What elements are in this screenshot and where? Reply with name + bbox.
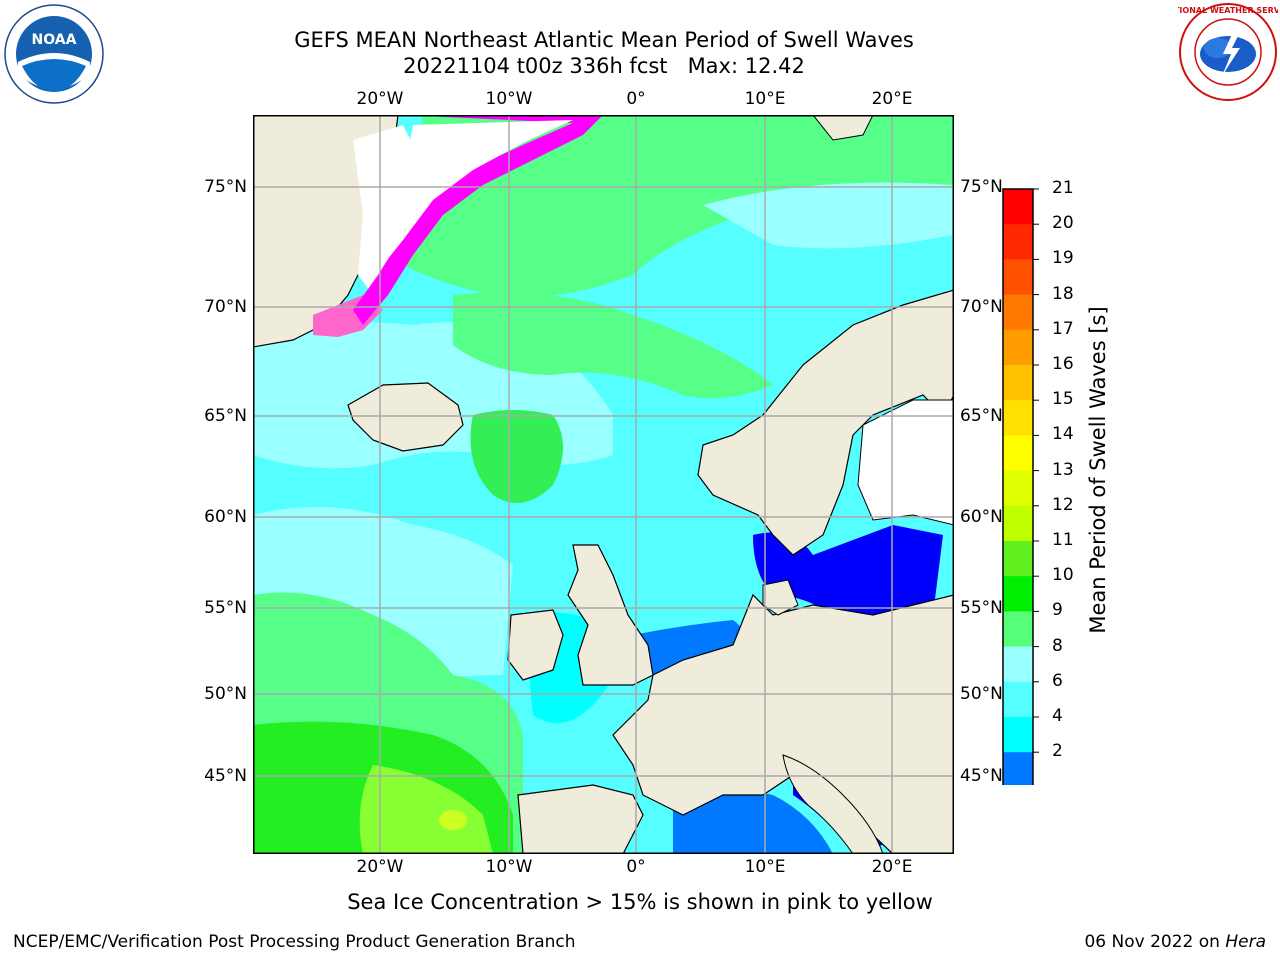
lat-tick-right-75n: 75°N <box>960 177 1003 197</box>
colorbar-tick-label: 10 <box>1052 565 1074 586</box>
swell-band-mediterranean <box>673 790 833 854</box>
lon-tick-top-20w: 20°W <box>356 89 404 109</box>
swell-band-green-mid <box>453 292 773 399</box>
colorbar-tick-label: 9 <box>1052 600 1063 621</box>
nws-ring-text: NATIONAL WEATHER SERVICE <box>1178 6 1278 15</box>
lat-tick-left-75n: 75°N <box>204 177 247 197</box>
colorbar-segment <box>1003 189 1033 225</box>
great-britain-land <box>567 544 654 686</box>
noaa-logo: NOAA <box>4 4 104 104</box>
lon-tick-top-20e: 20°E <box>871 89 913 109</box>
colorbar-frame <box>1002 188 1034 785</box>
colorbar-tick-label: 14 <box>1052 424 1074 445</box>
colorbar-segment <box>1003 224 1033 260</box>
lat-tick-left-60n: 60°N <box>204 507 247 527</box>
footer-host: Hera <box>1225 932 1266 952</box>
colorbar-segment <box>1003 329 1033 366</box>
colorbar-segment <box>1003 435 1033 472</box>
colorbar-segment <box>1003 681 1033 718</box>
map-panel <box>253 115 954 854</box>
colorbar-tick-label: 18 <box>1052 283 1074 304</box>
colorbar-tick-label: 21 <box>1052 178 1074 198</box>
colorbar-segment <box>1003 541 1033 577</box>
lat-tick-right-65n: 65°N <box>960 406 1003 426</box>
swell-band-green-core <box>470 410 563 503</box>
swell-max-spot <box>439 810 467 830</box>
sea-ice-edge <box>353 115 603 325</box>
sea-ice-interior <box>383 120 573 265</box>
colorbar-segment <box>1003 400 1033 436</box>
colorbar-segment <box>1003 470 1033 507</box>
colorbar-tick-label: 8 <box>1052 635 1063 656</box>
colorbar-label: Mean Period of Swell Waves [s] <box>1086 306 1110 634</box>
lat-tick-right-50n: 50°N <box>960 684 1003 704</box>
swell-band-lime-south <box>359 765 493 854</box>
lon-tick-bottom-20w: 20°W <box>356 857 404 877</box>
colorbar-segment <box>1003 576 1033 612</box>
lat-tick-left-70n: 70°N <box>204 297 247 317</box>
colorbar-tick-label: 17 <box>1052 318 1074 339</box>
colorbar <box>1002 188 1039 785</box>
sea-ice-caption: Sea Ice Concentration > 15% is shown in … <box>347 890 933 914</box>
map-frame <box>253 115 954 854</box>
iberia-land <box>517 784 644 854</box>
lat-tick-right-70n: 70°N <box>960 297 1003 317</box>
colorbar-tick-label: 20 <box>1052 213 1074 234</box>
footer-date: 06 Nov 2022 on Hera <box>1084 932 1266 952</box>
colorbar-tick-label: 13 <box>1052 459 1074 480</box>
lon-tick-bottom-0: 0° <box>626 857 646 877</box>
lon-tick-bottom-20e: 20°E <box>871 857 913 877</box>
lon-tick-top-0: 0° <box>626 89 646 109</box>
lat-tick-left-50n: 50°N <box>204 684 247 704</box>
colorbar-tick-label: 12 <box>1052 494 1074 515</box>
colorbar-segment <box>1003 294 1033 331</box>
graticule <box>253 115 954 854</box>
italy-land <box>782 754 884 854</box>
lon-tick-top-10w: 10°W <box>485 89 533 109</box>
colorbar-tick-label: 16 <box>1052 354 1074 374</box>
ireland-land <box>507 609 564 681</box>
scandinavia-land <box>697 289 954 556</box>
colorbar-segment <box>1003 259 1033 296</box>
footer-date-text: 06 Nov 2022 on <box>1084 932 1220 952</box>
svalbard-land <box>812 115 874 141</box>
iceland-land <box>347 382 464 452</box>
colorbar-tick-label: 6 <box>1052 670 1063 691</box>
colorbar-segment <box>1003 505 1033 542</box>
chart-subtitle: 20221104 t00z 336h fcst Max: 12.42 <box>403 54 805 78</box>
colorbar-segment <box>1003 611 1033 648</box>
chart-title: GEFS MEAN Northeast Atlantic Mean Period… <box>294 28 914 52</box>
noaa-logo-text: NOAA <box>32 32 77 48</box>
colorbar-tick-label: 11 <box>1052 530 1074 550</box>
colorbar-tick-label: 15 <box>1052 389 1074 410</box>
gulf-of-bothnia <box>857 399 954 526</box>
lat-tick-right-45n: 45°N <box>960 766 1003 786</box>
lat-tick-right-55n: 55°N <box>960 598 1003 618</box>
nws-logo: NATIONAL WEATHER SERVICE <box>1178 3 1278 101</box>
footer-branch: NCEP/EMC/Verification Post Processing Pr… <box>13 932 576 952</box>
colorbar-segment <box>1003 646 1033 683</box>
greenland-ice-sheet <box>353 125 418 295</box>
denmark-land <box>762 579 799 616</box>
colorbar-segment <box>1003 717 1033 753</box>
colorbar-tick-label: 2 <box>1052 741 1063 762</box>
swell-band-green-north <box>403 115 953 298</box>
colorbar-segment <box>1003 752 1033 785</box>
lat-tick-left-65n: 65°N <box>204 406 247 426</box>
colorbar-tick-label: 4 <box>1052 706 1063 726</box>
lon-tick-top-10e: 10°E <box>744 89 786 109</box>
colorbar-segment <box>1003 365 1033 401</box>
lon-tick-bottom-10w: 10°W <box>485 857 533 877</box>
lat-tick-right-60n: 60°N <box>960 507 1003 527</box>
colorbar-tick-label: 19 <box>1052 248 1074 269</box>
lat-tick-left-55n: 55°N <box>204 598 247 618</box>
lat-tick-left-45n: 45°N <box>204 766 247 786</box>
lon-tick-bottom-10e: 10°E <box>744 857 786 877</box>
